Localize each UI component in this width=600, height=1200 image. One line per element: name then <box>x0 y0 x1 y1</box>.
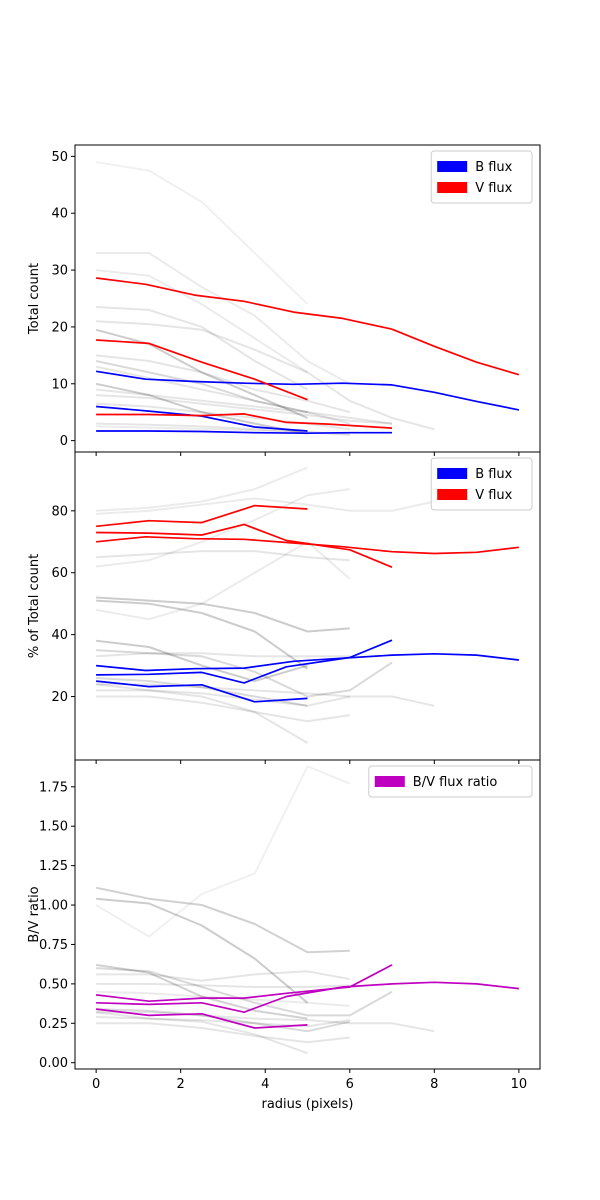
y-tick-label: 20 <box>51 690 68 705</box>
background-line-3 <box>95 963 308 1020</box>
legend-label: B flux <box>475 160 512 175</box>
background-line-2 <box>96 897 309 1004</box>
x-tick-label: 0 <box>92 1077 100 1092</box>
background-line-10 <box>96 677 308 707</box>
legend-label: V flux <box>475 488 512 503</box>
background-line-4 <box>95 540 351 621</box>
background-line-9 <box>95 382 308 435</box>
y-tick-label: 1.25 <box>39 859 68 874</box>
series-line-21 <box>95 277 393 331</box>
background-line-8 <box>96 649 393 698</box>
series-line-18 <box>96 504 308 528</box>
legend-swatch <box>437 489 468 500</box>
series-line-22 <box>391 328 520 376</box>
x-tick-label: 8 <box>430 1077 438 1092</box>
legend-label: B/V flux ratio <box>413 775 498 790</box>
y-tick-label: 80 <box>51 504 68 519</box>
background-line-11 <box>96 394 393 425</box>
x-tick-label: 6 <box>346 1077 354 1092</box>
y-tick-label: 1.00 <box>39 899 68 914</box>
background-line-6 <box>95 354 351 414</box>
background-line-12 <box>96 695 350 723</box>
y-tick-label: 0.75 <box>39 938 68 953</box>
x-tick-label: 4 <box>261 1077 269 1092</box>
background-line-10 <box>95 1011 308 1055</box>
y-tick-label: 0.00 <box>39 1056 68 1071</box>
y-axis-label: B/V ratio <box>27 886 42 942</box>
y-tick-label: 50 <box>51 150 68 165</box>
background-line-1 <box>95 488 350 568</box>
background-line-7 <box>96 1008 351 1033</box>
legend-swatch <box>437 468 468 479</box>
series-line-19 <box>96 523 393 568</box>
legend-swatch <box>374 776 405 787</box>
y-tick-label: 10 <box>51 377 68 392</box>
series-line-20 <box>96 339 308 401</box>
background-line-5 <box>95 328 308 419</box>
series-line-16 <box>95 370 393 386</box>
series-line-20 <box>96 535 519 555</box>
y-tick-label: 30 <box>51 264 68 279</box>
background-line-3 <box>96 550 350 562</box>
background-line-11 <box>96 1011 435 1033</box>
x-axis-label: radius (pixels) <box>261 1097 353 1112</box>
background-line-13 <box>95 683 309 744</box>
y-axis-label: Total count <box>27 263 42 335</box>
background-line-4 <box>96 967 393 1017</box>
y-tick-label: 0 <box>60 434 68 449</box>
axes-frame <box>74 759 541 1070</box>
background-line-5 <box>96 970 350 982</box>
background-line-0 <box>96 466 308 512</box>
background-line-5 <box>96 596 350 633</box>
background-line-0 <box>95 161 309 305</box>
panel-3: 0.00 0.25 0.50 0.75 1.00 1.25 1.50 1.75 0 2 4 6 8 10 B… <box>27 759 541 1112</box>
background-line-10 <box>95 388 393 425</box>
background-line-9 <box>96 652 350 658</box>
series-line-15 <box>96 981 519 1014</box>
legend-label: B flux <box>475 467 512 482</box>
y-tick-label: 40 <box>51 628 68 643</box>
background-line-4 <box>96 320 435 431</box>
background-line-6 <box>96 599 309 670</box>
background-line-14 <box>96 683 435 707</box>
background-line-11 <box>96 689 351 707</box>
background-line-1 <box>96 252 351 385</box>
panel-1: 0 10 20 30 40 50 Total count B flux V flux <box>27 144 541 456</box>
series-line-15 <box>96 680 308 703</box>
legend-swatch <box>437 161 468 172</box>
background-line-2 <box>96 497 435 515</box>
background-line-0 <box>95 765 351 938</box>
series-line-23 <box>96 413 393 429</box>
background-line-9 <box>96 1022 350 1044</box>
legend-label: V flux <box>475 181 512 196</box>
background-line-7 <box>95 360 308 414</box>
series-line-17 <box>391 384 520 411</box>
y-tick-label: 0.50 <box>39 977 68 992</box>
series-line-17 <box>96 652 519 672</box>
background-line-8 <box>95 365 351 425</box>
background-line-3 <box>96 306 308 391</box>
y-tick-label: 1.75 <box>39 780 68 795</box>
series-line-14 <box>95 1008 308 1029</box>
legend-box <box>368 765 533 798</box>
y-tick-label: 60 <box>51 566 68 581</box>
legend-swatch <box>437 182 468 193</box>
panel-2: 20 40 60 80 % of Total count B flux V flux <box>27 451 541 764</box>
background-line-7 <box>95 639 308 683</box>
background-line-2 <box>95 269 309 374</box>
background-line-1 <box>95 886 350 954</box>
y-tick-label: 40 <box>51 207 68 222</box>
y-axis-label: % of Total count <box>27 554 42 658</box>
y-tick-label: 1.50 <box>39 820 68 835</box>
background-line-6 <box>96 982 350 988</box>
x-tick-label: 10 <box>511 1077 528 1092</box>
y-tick-label: 0.25 <box>39 1017 68 1032</box>
y-tick-label: 20 <box>51 320 68 335</box>
x-tick-label: 2 <box>177 1077 185 1092</box>
series-line-18 <box>96 430 308 435</box>
series-line-19 <box>307 431 392 435</box>
